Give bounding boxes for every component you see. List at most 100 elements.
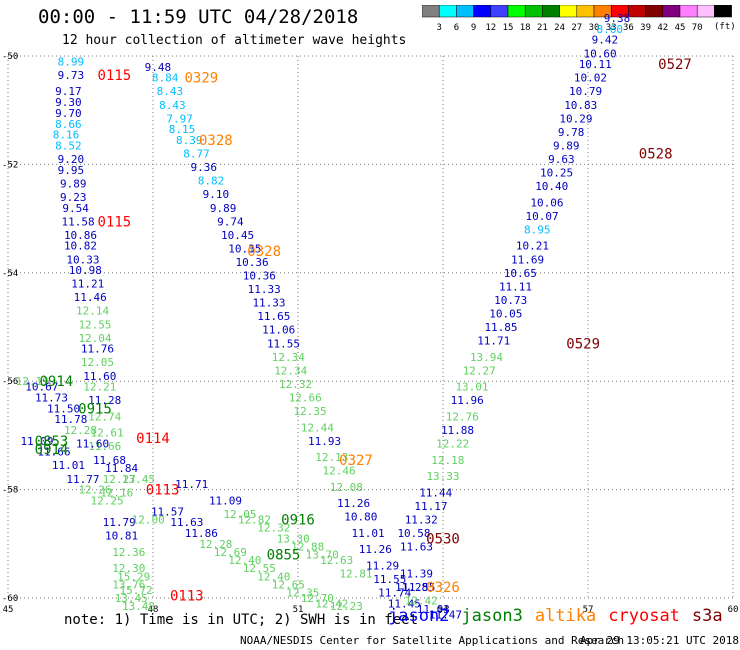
color-scale-swatch	[714, 5, 732, 18]
wave-height-point: 12.40	[257, 570, 290, 583]
color-scale-tick-label: 12	[485, 23, 496, 33]
wave-height-point: 11.47	[429, 608, 462, 621]
wave-height-point: 8.16	[53, 129, 80, 142]
wave-height-point: 11.17	[414, 500, 447, 513]
wave-height-point: 10.73	[494, 294, 527, 307]
wave-height-point: 11.09	[20, 435, 53, 448]
wave-height-point: 8.15	[169, 123, 196, 136]
wave-height-point: 15.72	[120, 584, 153, 597]
wave-height-point: 12.66	[289, 391, 322, 404]
color-scale-tick-label: 18	[520, 23, 531, 33]
wave-height-point: 9.20	[58, 153, 85, 166]
satellite-legend: jason2 jason3 altika cryosat s3a	[388, 606, 735, 626]
wave-height-point: 11.33	[248, 283, 281, 296]
pass-time-label: 0328	[247, 244, 281, 260]
wave-height-point: 12.69	[214, 546, 247, 559]
color-scale-tick-label: 27	[571, 23, 582, 33]
wave-height-point: 11.77	[66, 473, 99, 486]
wave-height-point: 11.66	[88, 440, 121, 453]
wave-height-point: 15.29	[117, 570, 150, 583]
wave-height-point: 11.11	[499, 280, 532, 293]
pass-time-label: 0114	[136, 431, 170, 447]
chart-subtitle: 12 hour collection of altimeter wave hei…	[62, 33, 407, 48]
wave-height-point: 13.70	[306, 549, 339, 562]
color-scale-tick-label: 9	[471, 23, 476, 33]
wave-height-point: 10.81	[105, 530, 138, 543]
wave-height-point: 12.26	[78, 484, 111, 497]
wave-height-point: 10.98	[69, 264, 102, 277]
wave-height-point: 11.45	[388, 597, 421, 610]
wave-height-point: 10.86	[64, 229, 97, 242]
wave-height-point: 12.81	[339, 568, 372, 581]
wave-height-point: 9.30	[55, 96, 82, 109]
color-scale-tick-label: 36	[623, 23, 634, 33]
wave-height-point: 12.36	[112, 546, 145, 559]
wave-height-point: 11.29	[366, 559, 399, 572]
wave-height-point: 8.66	[55, 118, 82, 131]
wave-height-point: 12.08	[330, 481, 363, 494]
wave-height-point: 12.27	[463, 364, 496, 377]
pass-time-label: 0914	[39, 374, 73, 390]
wave-height-point: 12.74	[88, 410, 121, 423]
wave-height-point: 11.84	[105, 462, 138, 475]
pass-time-label: 0329	[184, 71, 218, 87]
chart-title: 00:00 - 11:59 UTC 04/28/2018	[38, 6, 359, 28]
wave-height-point: 12.13	[315, 451, 348, 464]
wave-height-point: 12.27	[103, 473, 136, 486]
pass-time-label: 0527	[658, 57, 692, 73]
wave-height-point: 11.44	[419, 486, 452, 499]
wave-height-point: 10.36	[236, 256, 269, 269]
wave-height-point: 11.55	[267, 337, 300, 350]
wave-height-point: 12.28	[64, 424, 97, 437]
color-scale-tick-label: 30	[589, 23, 600, 33]
wave-height-point: 13.48	[122, 600, 155, 613]
wave-height-point: 8.39	[176, 134, 203, 147]
wave-height-point: 10.06	[530, 196, 563, 209]
wave-height-point: 11.96	[451, 394, 484, 407]
wave-height-point: 12.21	[83, 381, 116, 394]
x-tick-label: 51	[293, 605, 304, 615]
pass-time-label: 0529	[566, 336, 600, 352]
wave-height-point: 12.34	[272, 351, 305, 364]
wave-height-point: 12.40	[228, 554, 261, 567]
wave-height-point: 12.44	[301, 421, 334, 434]
wave-height-point: 9.78	[558, 126, 585, 139]
wave-height-point: 11.69	[511, 253, 544, 266]
wave-height-point: 11.55	[402, 581, 435, 594]
legend-entry-cryosat: cryosat	[608, 606, 680, 626]
color-scale-tick-label: 3	[436, 23, 441, 33]
wave-height-point: 9.10	[203, 188, 230, 201]
x-tick-label: 54	[438, 605, 449, 615]
wave-height-point: 8.84	[152, 72, 179, 85]
x-tick-label: 45	[3, 605, 14, 615]
x-tick-label: 60	[728, 605, 739, 615]
wave-height-point: 10.05	[489, 307, 522, 320]
wave-height-point: 12.05	[223, 508, 256, 521]
y-tick-label: -54	[2, 269, 18, 279]
wave-height-point: 10.58	[397, 527, 430, 540]
wave-height-point: 11.88	[441, 424, 474, 437]
pass-time-label: 0113	[170, 588, 204, 604]
y-tick-label: -56	[2, 377, 18, 387]
footer-credit: NOAA/NESDIS Center for Satellite Applica…	[240, 634, 625, 647]
wave-height-point: 9.89	[60, 177, 87, 190]
x-tick-label: 57	[583, 605, 594, 615]
wave-height-point: 12.23	[330, 600, 363, 613]
wave-height-point: 11.57	[151, 505, 184, 518]
wave-height-point: 11.76	[81, 343, 114, 356]
wave-height-point: 9.48	[145, 61, 172, 74]
wave-height-point: 10.60	[584, 47, 617, 60]
y-tick-label: -58	[2, 486, 18, 496]
wave-height-point: 13.33	[426, 470, 459, 483]
wave-height-point: 9.89	[210, 202, 237, 215]
wave-height-point: 10.36	[243, 270, 276, 283]
wave-height-point: 11.85	[484, 321, 517, 334]
wave-height-point: 12.32	[257, 522, 290, 535]
wave-height-point: 12.82	[238, 513, 271, 526]
color-scale-tick-label: 21	[537, 23, 548, 33]
wave-height-point: 11.03	[417, 603, 450, 616]
wave-height-point: 11.26	[337, 497, 370, 510]
wave-height-point: 12.42	[315, 597, 348, 610]
wave-height-point: 10.21	[516, 240, 549, 253]
